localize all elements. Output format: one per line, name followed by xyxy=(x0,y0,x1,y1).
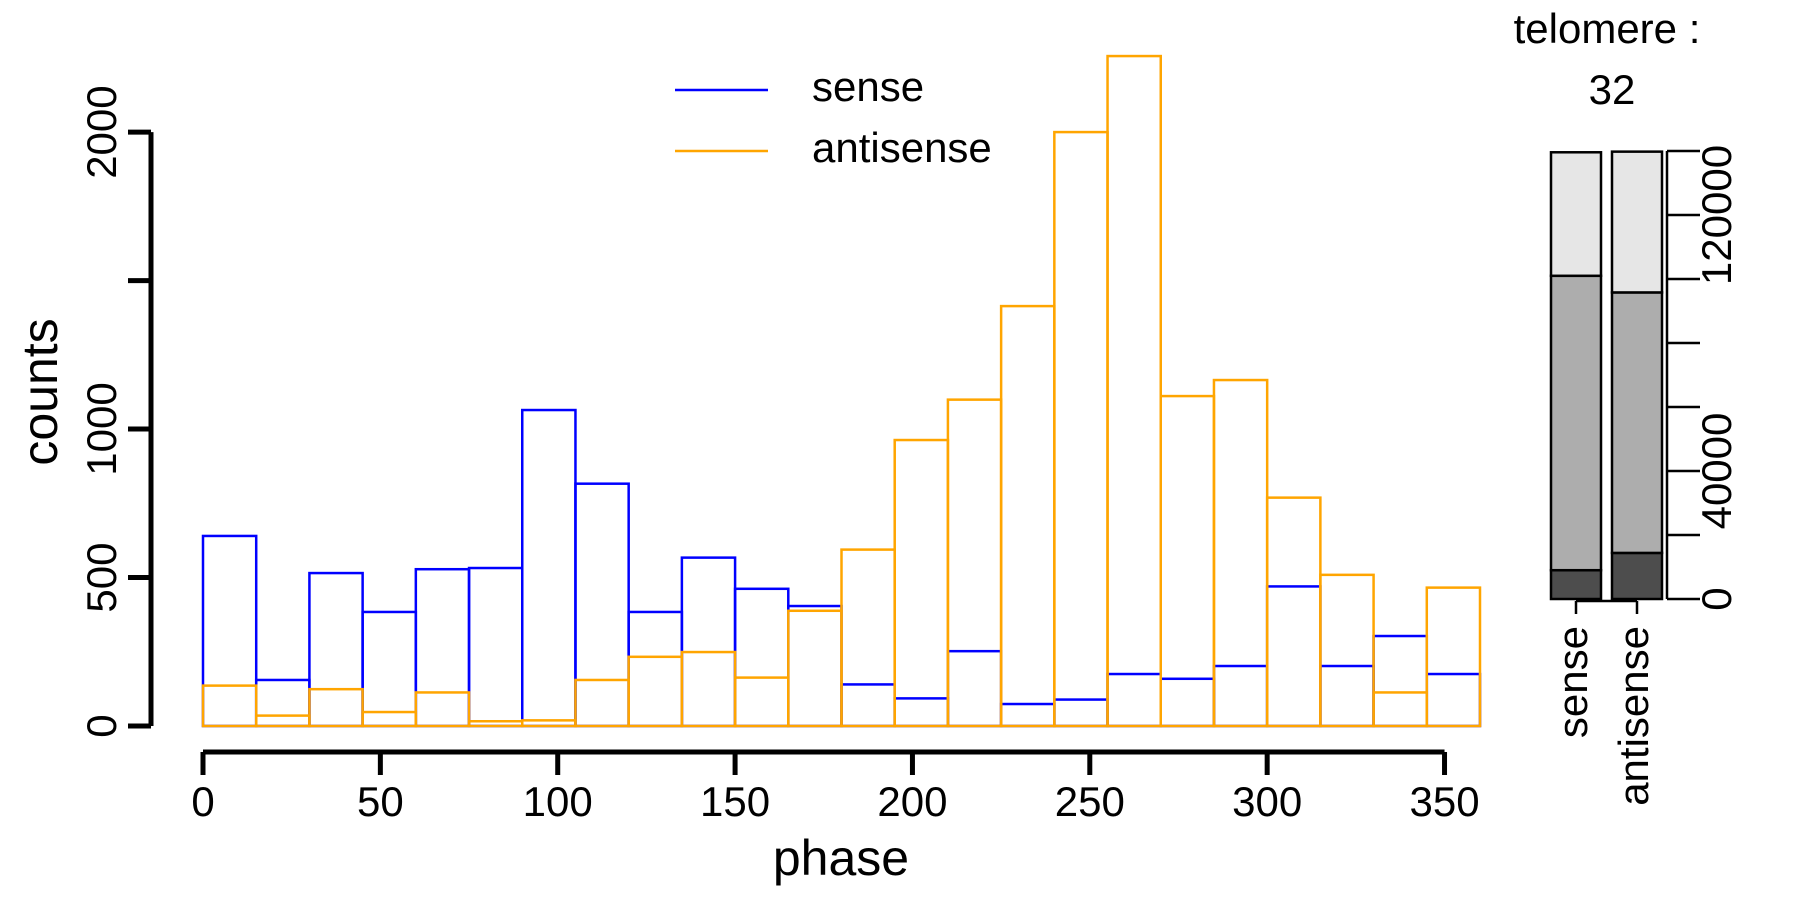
bar-segment xyxy=(1549,151,1603,278)
histogram-bar xyxy=(1212,664,1269,728)
histogram-bar xyxy=(999,304,1056,728)
histogram-bar xyxy=(1372,691,1429,728)
histogram-bar xyxy=(733,676,790,728)
histogram-bar xyxy=(574,482,630,728)
x-tick-label: 250 xyxy=(1055,778,1125,825)
histogram-bar xyxy=(1425,672,1482,728)
x-tick-label: 100 xyxy=(523,778,593,825)
histogram-bar xyxy=(1159,394,1216,728)
histogram-bar xyxy=(1106,54,1162,728)
x-axis-title: phase xyxy=(773,830,909,886)
histogram-bar xyxy=(521,719,577,728)
histogram-bar xyxy=(201,534,258,728)
bar-segment xyxy=(1549,274,1603,572)
histogram-bar xyxy=(1319,664,1375,728)
histogram-bar xyxy=(1053,130,1109,728)
histogram-bar xyxy=(361,710,418,728)
histogram-bar xyxy=(254,678,311,728)
histogram-bar xyxy=(1265,496,1322,728)
x-tick-label: 300 xyxy=(1232,778,1302,825)
histogram-bar xyxy=(840,683,896,728)
histogram-bar xyxy=(893,438,950,728)
x-tick-label: 0 xyxy=(191,778,214,825)
legend-label: antisense xyxy=(812,124,992,171)
x-tick-label: antisense xyxy=(1610,626,1657,806)
histogram-bar xyxy=(680,650,737,728)
histogram-bar xyxy=(574,678,630,728)
x-tick-label: 50 xyxy=(357,778,404,825)
histogram-bar xyxy=(361,610,418,728)
histogram-bar xyxy=(680,556,737,728)
bar-segment xyxy=(1610,291,1664,555)
histogram-bar xyxy=(467,566,524,728)
x-tick-label: 350 xyxy=(1409,778,1479,825)
histogram-bar xyxy=(308,687,364,728)
histogram-bar xyxy=(1159,677,1216,728)
x-tick-label: 150 xyxy=(700,778,770,825)
bar-segment xyxy=(1549,568,1603,601)
y-tick-label: 120000 xyxy=(1693,145,1740,285)
y-axis-title: counts xyxy=(12,318,68,465)
y-tick-label: 2000 xyxy=(78,85,125,178)
histogram-bar xyxy=(467,719,524,728)
histogram-bar xyxy=(308,571,364,728)
histogram-bar xyxy=(414,567,471,728)
bar-segment xyxy=(1610,150,1664,294)
histogram-bar xyxy=(627,610,684,728)
y-tick-label: 0 xyxy=(1693,587,1740,610)
histogram-bar xyxy=(1212,378,1269,728)
histogram-bar xyxy=(946,398,1003,728)
histogram-bar xyxy=(893,697,950,728)
histogram-bar xyxy=(254,714,311,728)
histogram-bar xyxy=(1425,586,1482,728)
histogram-bar xyxy=(999,702,1056,728)
histogram-bar xyxy=(840,548,896,728)
legend-label: sense xyxy=(812,63,924,110)
histogram-bar xyxy=(414,691,471,728)
y-tick-label: 500 xyxy=(78,542,125,612)
histogram-bar xyxy=(1319,573,1375,728)
histogram-bar xyxy=(1053,698,1109,728)
y-tick-label: 0 xyxy=(78,714,125,737)
x-tick-label: sense xyxy=(1549,626,1596,738)
histogram-bar xyxy=(521,408,577,728)
histogram-bar xyxy=(1372,634,1429,728)
y-tick-label: 40000 xyxy=(1693,413,1740,530)
histogram-bar xyxy=(627,655,684,728)
x-tick-label: 200 xyxy=(877,778,947,825)
histogram-bar xyxy=(201,684,258,728)
histogram-bar xyxy=(946,649,1003,728)
chart-title: telomere : xyxy=(1514,5,1701,52)
bar-segment xyxy=(1610,551,1664,601)
histogram-bar xyxy=(787,604,843,728)
histogram-bar xyxy=(1265,585,1322,728)
y-tick-label: 1000 xyxy=(78,382,125,475)
chart-subtitle: 32 xyxy=(1589,66,1636,113)
histogram-bar xyxy=(787,609,843,728)
histogram-bar xyxy=(1106,672,1162,728)
histogram-bar xyxy=(733,587,790,728)
